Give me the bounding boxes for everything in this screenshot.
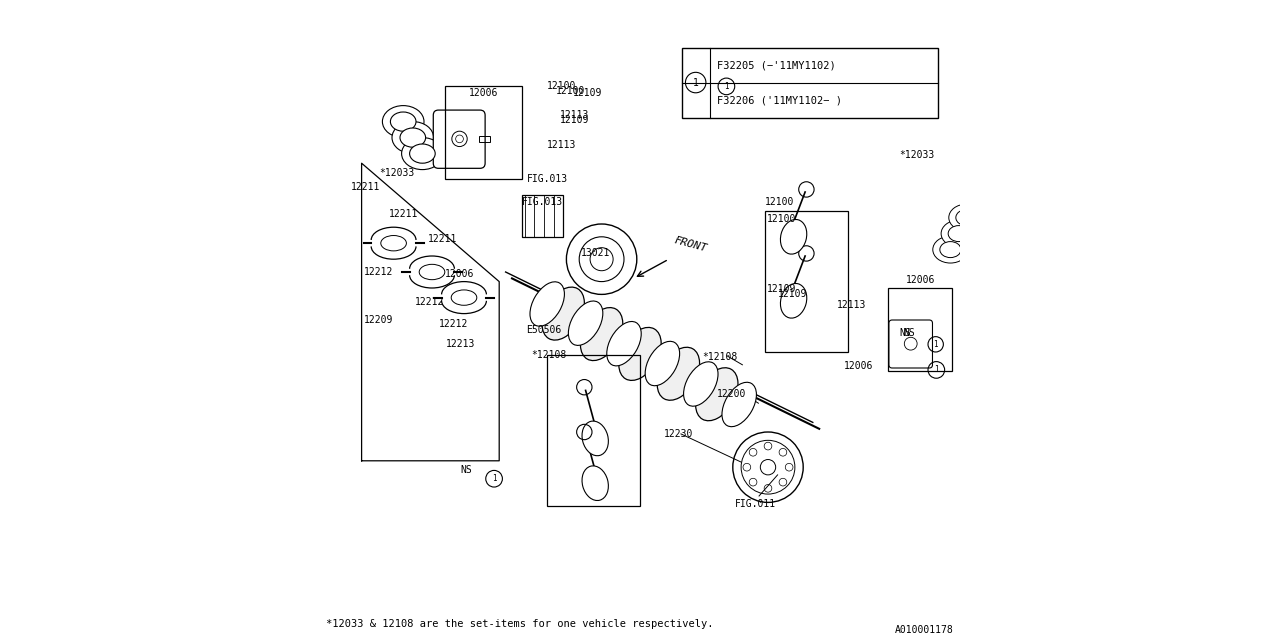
Text: 12100: 12100 [548, 81, 576, 92]
Ellipse shape [948, 204, 984, 231]
Text: A010001178: A010001178 [895, 625, 954, 636]
Ellipse shape [948, 226, 969, 242]
Text: NS: NS [904, 328, 915, 338]
Ellipse shape [530, 282, 564, 326]
Text: 12213: 12213 [445, 339, 475, 349]
Ellipse shape [781, 284, 806, 318]
Text: 12209: 12209 [364, 315, 393, 325]
FancyBboxPatch shape [890, 320, 932, 368]
Text: *12108: *12108 [531, 350, 567, 360]
Ellipse shape [657, 348, 700, 400]
Bar [445, 86, 522, 179]
Text: 12212: 12212 [364, 267, 393, 277]
Text: 12100: 12100 [767, 214, 796, 224]
Ellipse shape [392, 122, 434, 154]
Text: 12212: 12212 [415, 297, 444, 307]
FancyBboxPatch shape [433, 110, 485, 168]
Ellipse shape [684, 362, 718, 406]
Bar [888, 288, 952, 371]
Ellipse shape [452, 290, 477, 305]
Text: 12211: 12211 [428, 234, 457, 244]
Text: 12109: 12109 [561, 115, 589, 125]
Bar [522, 195, 563, 237]
Text: FIG.013: FIG.013 [522, 196, 563, 207]
Text: 12006: 12006 [906, 275, 934, 285]
Text: 12230: 12230 [664, 429, 694, 439]
Text: 12200: 12200 [717, 388, 746, 399]
Ellipse shape [941, 220, 977, 247]
Ellipse shape [582, 421, 608, 456]
Ellipse shape [580, 308, 623, 360]
Text: 12113: 12113 [561, 110, 589, 120]
Text: *12108: *12108 [703, 352, 739, 362]
Text: 1: 1 [724, 82, 728, 91]
Ellipse shape [645, 341, 680, 386]
Text: 12109: 12109 [777, 289, 806, 300]
Text: F32205 (−'11MY1102): F32205 (−'11MY1102) [717, 61, 836, 70]
Ellipse shape [410, 144, 435, 163]
Text: F32206 ('11MY1102− ): F32206 ('11MY1102− ) [717, 96, 842, 106]
Text: 12006: 12006 [445, 269, 474, 279]
Ellipse shape [541, 287, 585, 340]
Ellipse shape [618, 328, 662, 380]
Ellipse shape [383, 106, 424, 138]
Text: 1: 1 [692, 77, 699, 88]
Ellipse shape [390, 112, 416, 131]
Text: FIG.013: FIG.013 [526, 174, 568, 184]
Bar [548, 355, 640, 506]
Text: 13021: 13021 [581, 248, 611, 258]
Ellipse shape [568, 301, 603, 346]
Bar [765, 211, 849, 352]
Text: 12109: 12109 [767, 284, 796, 294]
Ellipse shape [399, 128, 425, 147]
Text: 12006: 12006 [468, 88, 498, 98]
Ellipse shape [607, 321, 641, 366]
Text: 12100: 12100 [556, 86, 585, 96]
Text: NS: NS [460, 465, 472, 476]
Text: 12006: 12006 [844, 361, 873, 371]
Text: *12033 & 12108 are the set-items for one vehicle respectively.: *12033 & 12108 are the set-items for one… [326, 619, 714, 629]
Ellipse shape [695, 368, 739, 420]
Text: 12100: 12100 [765, 196, 794, 207]
Text: 12212: 12212 [438, 319, 467, 330]
Text: *12033: *12033 [900, 150, 934, 160]
Ellipse shape [582, 466, 608, 500]
Text: *12033: *12033 [379, 168, 415, 178]
Text: FRONT: FRONT [673, 236, 708, 254]
Text: E50506: E50506 [526, 324, 562, 335]
Ellipse shape [381, 236, 407, 251]
Text: 1: 1 [934, 365, 938, 374]
Ellipse shape [781, 220, 806, 254]
Ellipse shape [722, 382, 756, 427]
Ellipse shape [956, 210, 977, 226]
Text: NS: NS [900, 328, 911, 338]
Text: FIG.011: FIG.011 [735, 499, 776, 509]
Bar [479, 136, 490, 142]
Text: 1: 1 [933, 340, 938, 349]
Text: 12113: 12113 [837, 300, 867, 310]
Ellipse shape [933, 236, 968, 263]
Bar [681, 48, 937, 118]
Ellipse shape [420, 264, 445, 280]
Text: 1: 1 [492, 474, 497, 483]
Text: 12109: 12109 [573, 88, 602, 98]
Text: 12211: 12211 [389, 209, 419, 219]
Ellipse shape [940, 242, 961, 258]
Ellipse shape [402, 138, 443, 170]
Text: 12211: 12211 [351, 182, 380, 192]
Text: 12113: 12113 [548, 140, 576, 150]
